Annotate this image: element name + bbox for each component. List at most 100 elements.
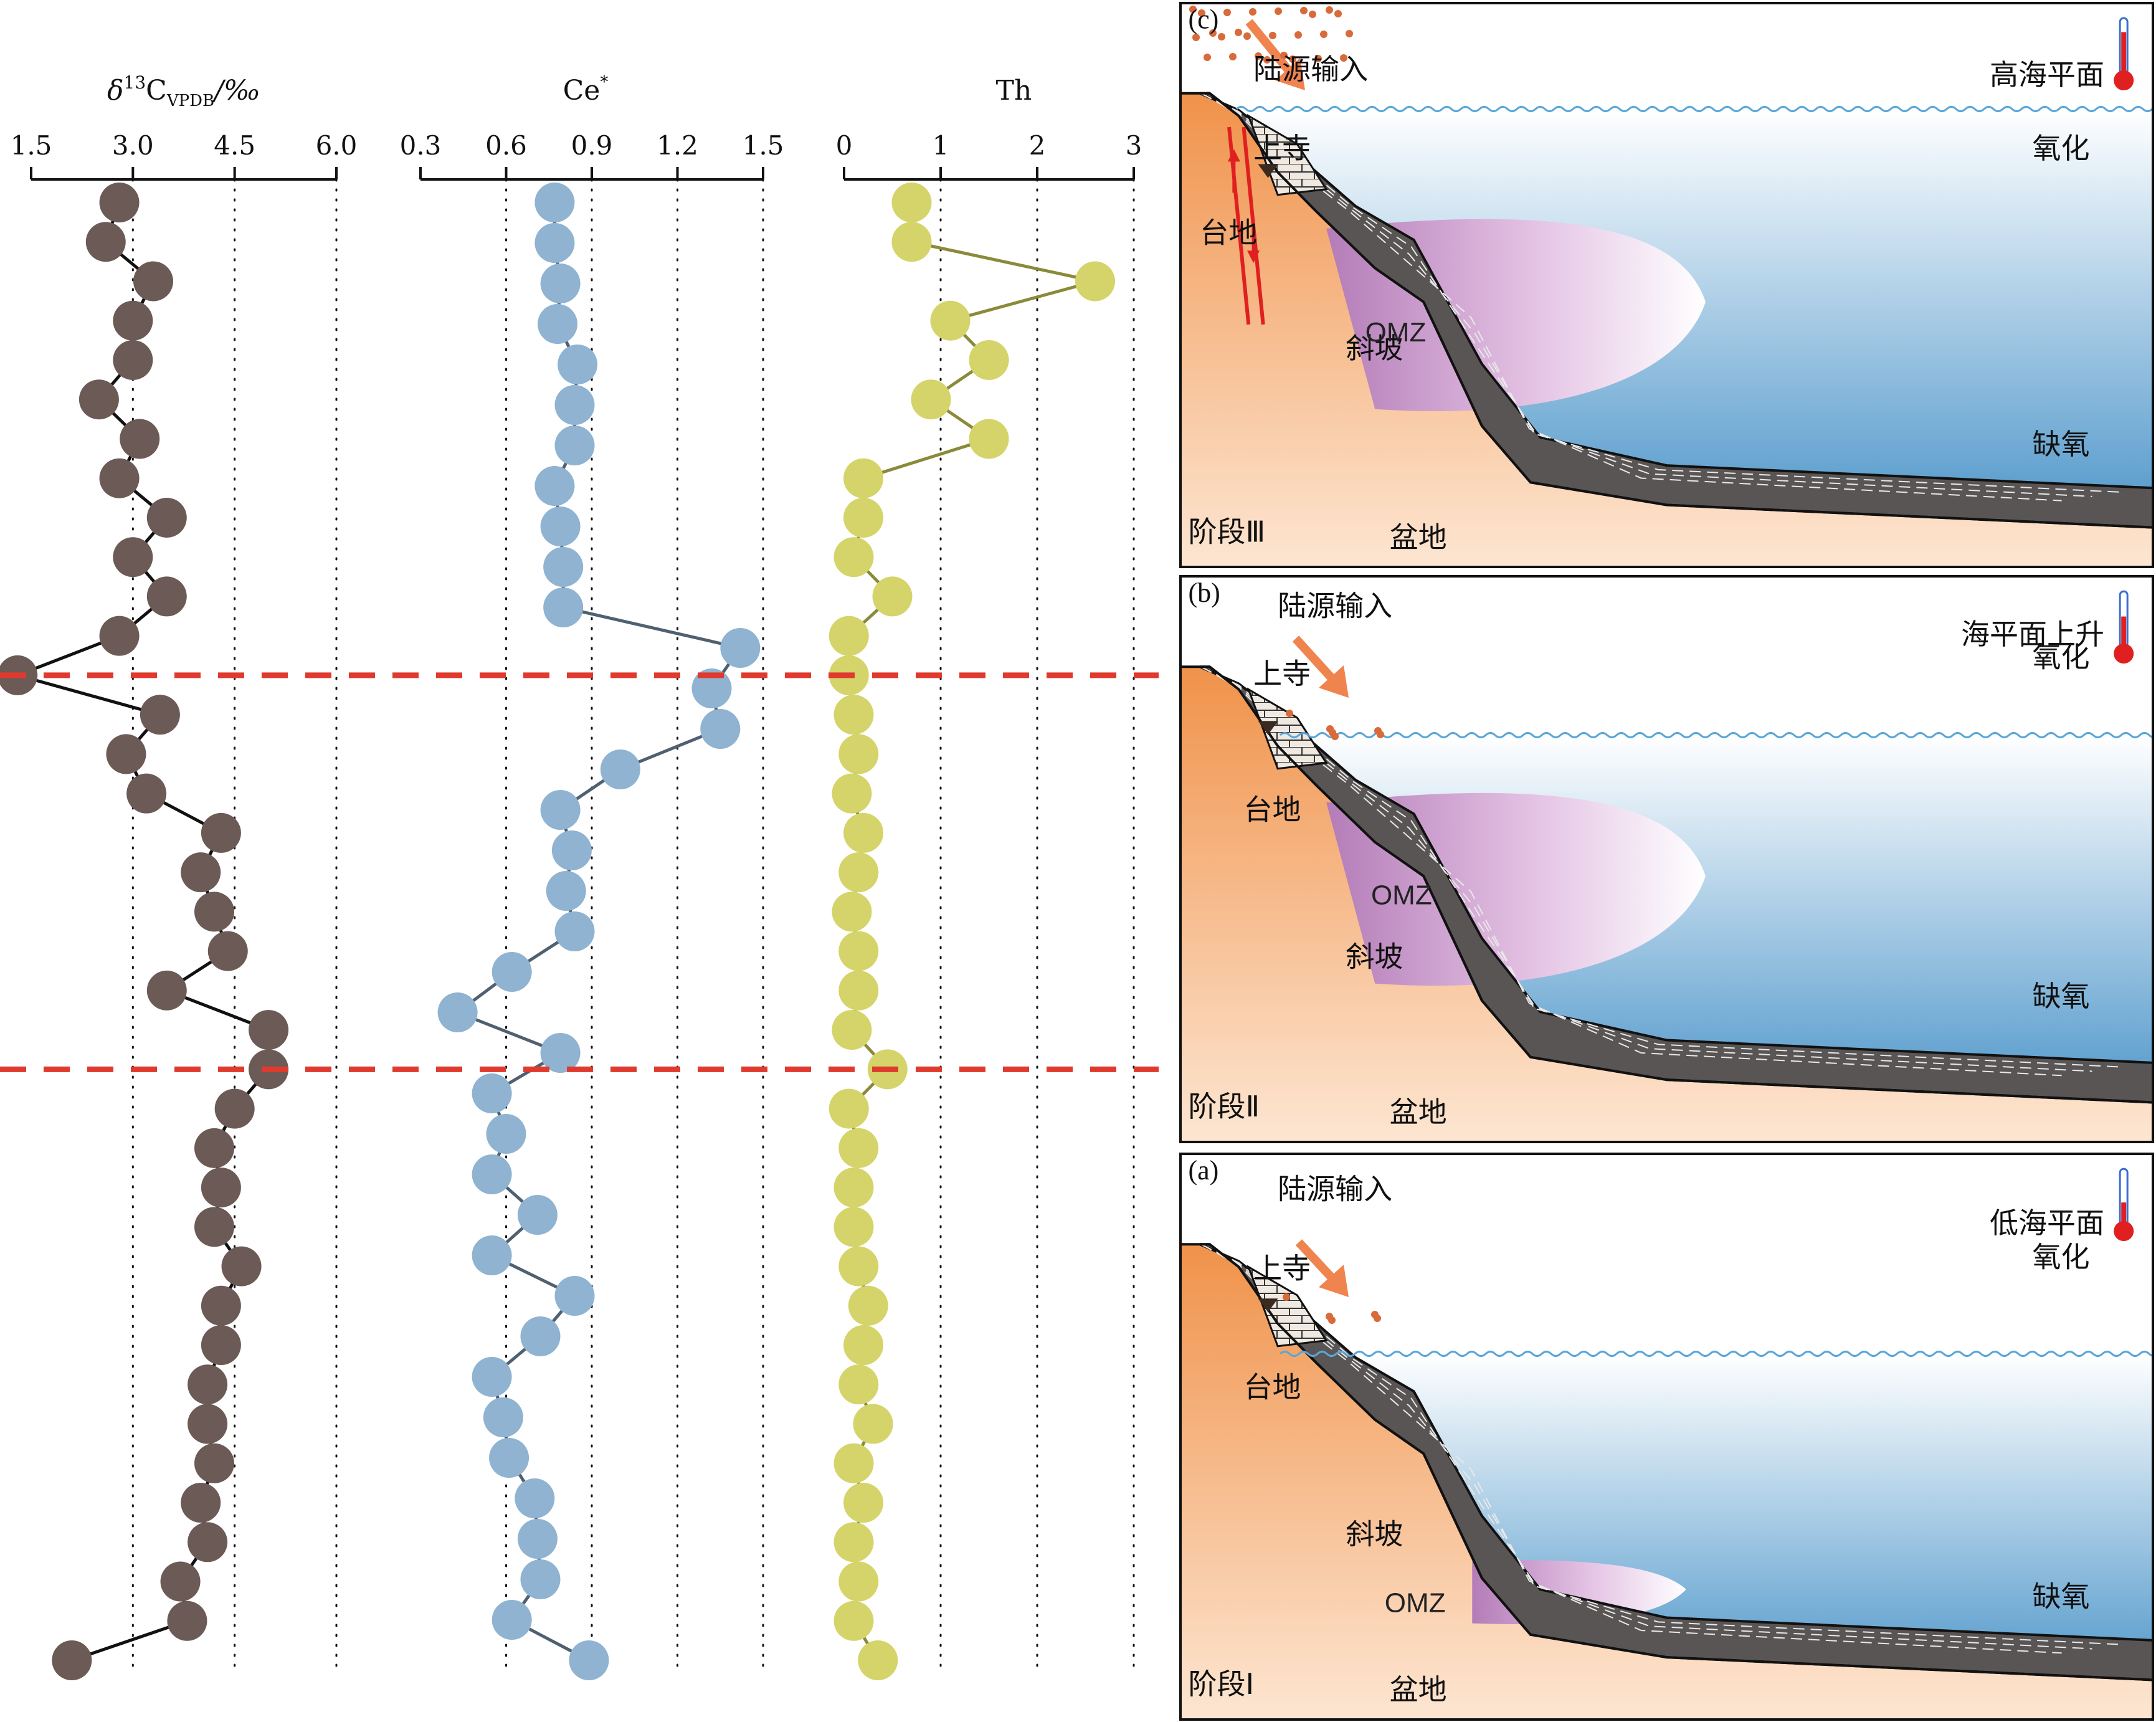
profile-2: 0 1 2 3 Th (829, 75, 1142, 1680)
data-point (534, 466, 575, 506)
depositional-model-panels: (c)阶段Ⅲ高海平面陆源输入上寺台地斜坡盆地氧化缺氧OMZ(b)阶段Ⅱ海平面上升… (1179, 2, 2154, 1721)
data-point (181, 1483, 221, 1523)
input-arrow-head (1319, 665, 1349, 698)
data-point (838, 852, 879, 893)
sediment-particle (1223, 9, 1231, 16)
data-point (600, 749, 640, 789)
data-point (515, 1478, 555, 1518)
site-marker-icon (1258, 1298, 1278, 1313)
panel-content (1180, 1154, 2153, 1720)
sediment-particle (1334, 10, 1342, 17)
seafloor-outline (1180, 665, 2153, 1104)
thermometer-bulb (2114, 1221, 2134, 1242)
oxic-label: 氧化 (2033, 131, 2090, 165)
anoxic-label: 缺氧 (2033, 979, 2090, 1013)
data-point (520, 1316, 561, 1356)
data-point (853, 1404, 893, 1444)
data-point (700, 709, 741, 749)
data-point (249, 1010, 289, 1050)
data-point (543, 547, 584, 587)
sediment-particle (1294, 31, 1302, 39)
x-tick-label: 1.2 (657, 130, 698, 161)
data-point (534, 223, 575, 263)
data-point (838, 1561, 879, 1602)
sediment-particle (1198, 9, 1205, 17)
sediment-particle (1326, 1313, 1333, 1320)
thermometer-bulb (2114, 70, 2134, 91)
sediment-particle (1309, 11, 1316, 18)
data-point (214, 1088, 255, 1129)
x-tick-label: 3.0 (112, 130, 154, 161)
sediment-particle (1235, 29, 1242, 36)
x-tick-label: 0.9 (571, 130, 613, 161)
x-tick-label: 3 (1126, 130, 1142, 161)
x-axis-title-tail: /‰ (212, 75, 260, 107)
data-point (911, 379, 951, 420)
sediment-particle (1189, 6, 1197, 13)
data-point (540, 790, 581, 830)
land-body (1180, 93, 2153, 567)
x-axis-title-sup: * (600, 73, 608, 92)
sediment-lamina (1201, 666, 2062, 1077)
slope-label: 斜坡 (1346, 331, 1403, 365)
sediment-particle (1326, 6, 1333, 14)
input-label: 陆源输入 (1253, 52, 1368, 86)
panel-border (1179, 2, 2154, 568)
data-point (520, 1559, 561, 1599)
data-point (538, 304, 577, 344)
data-point (483, 1397, 523, 1437)
sediment-lamina (1200, 1244, 2092, 1650)
data-point (691, 668, 732, 708)
fault-arrow-down-head (1247, 250, 1260, 264)
data-point (720, 628, 761, 668)
data-point (858, 1640, 898, 1680)
thermometer-fill (2121, 616, 2127, 648)
sediment-particle (1249, 8, 1256, 16)
omz-label: OMZ (1385, 1587, 1446, 1618)
x-tick-label: 1.5 (743, 130, 784, 161)
data-point (832, 892, 872, 932)
profile-1: 0.3 0.6 0.9 1.2 1.5 Ce* (400, 73, 784, 1680)
data-point (194, 1443, 234, 1483)
site-label: 上寺 (1253, 1252, 1311, 1285)
basin-label: 盆地 (1390, 1095, 1447, 1129)
sea-level-label: 高海平面 (1990, 58, 2104, 92)
data-point (838, 1128, 879, 1168)
data-point (113, 537, 153, 578)
data-point (194, 1128, 234, 1168)
data-point (540, 1033, 581, 1073)
data-point (146, 497, 187, 538)
data-point (472, 1073, 512, 1113)
data-point (554, 1276, 595, 1316)
x-tick-label: 1 (933, 130, 949, 161)
sediment-particle (1269, 32, 1276, 39)
sediment-lamina (1200, 92, 2123, 493)
sediment-particle (1275, 7, 1282, 15)
data-point (207, 931, 248, 971)
data-point (106, 734, 146, 774)
carbonate-buildup (1247, 1265, 1328, 1348)
data-point (78, 379, 119, 420)
data-point (838, 931, 879, 971)
anoxic-label: 缺氧 (2033, 1579, 2090, 1613)
sediment-particle (1209, 29, 1217, 37)
sediment-particle (1314, 55, 1322, 62)
data-point (833, 695, 874, 735)
slope-label: 斜坡 (1346, 940, 1403, 974)
data-point (930, 300, 971, 341)
data-point (517, 1519, 558, 1559)
sediment-particle (1263, 56, 1271, 64)
data-point (486, 1114, 526, 1154)
data-point (194, 892, 234, 932)
sediment-particle (1300, 7, 1308, 14)
data-point (833, 1207, 874, 1247)
basin-label: 盆地 (1390, 1673, 1447, 1706)
data-point (437, 992, 478, 1032)
sediment-particle (1340, 54, 1347, 62)
thermometer-fill (2121, 1202, 2127, 1225)
sediment-particle (1243, 32, 1251, 40)
data-point (543, 587, 584, 627)
